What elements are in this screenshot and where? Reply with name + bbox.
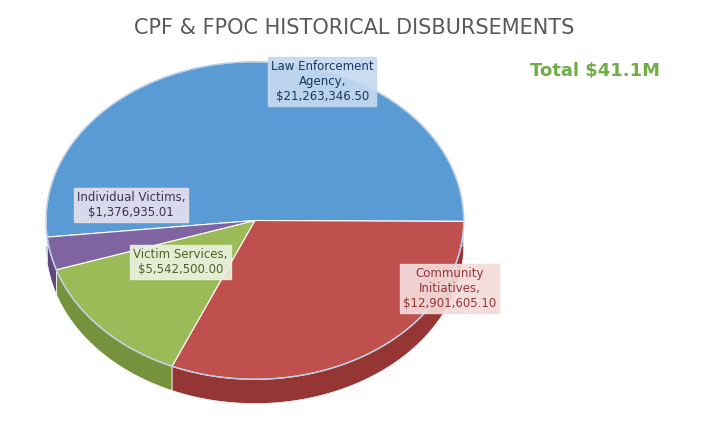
Text: Community
Initiatives,
$12,901,605.10: Community Initiatives, $12,901,605.10	[403, 267, 496, 310]
Polygon shape	[57, 270, 172, 390]
Text: Law Enforcement
Agency,
$21,263,346.50: Law Enforcement Agency, $21,263,346.50	[271, 60, 373, 103]
Text: Total $41.1M: Total $41.1M	[530, 62, 660, 79]
Text: Victim Services,
$5,542,500.00: Victim Services, $5,542,500.00	[133, 248, 228, 277]
Polygon shape	[57, 220, 255, 366]
Polygon shape	[46, 62, 464, 237]
Text: Individual Victims,
$1,376,935.01: Individual Victims, $1,376,935.01	[76, 191, 185, 219]
Polygon shape	[172, 221, 464, 404]
Polygon shape	[47, 237, 57, 294]
Text: CPF & FPOC HISTORICAL DISBURSEMENTS: CPF & FPOC HISTORICAL DISBURSEMENTS	[134, 18, 574, 37]
Polygon shape	[46, 221, 464, 262]
Polygon shape	[172, 220, 464, 379]
Polygon shape	[47, 220, 255, 270]
